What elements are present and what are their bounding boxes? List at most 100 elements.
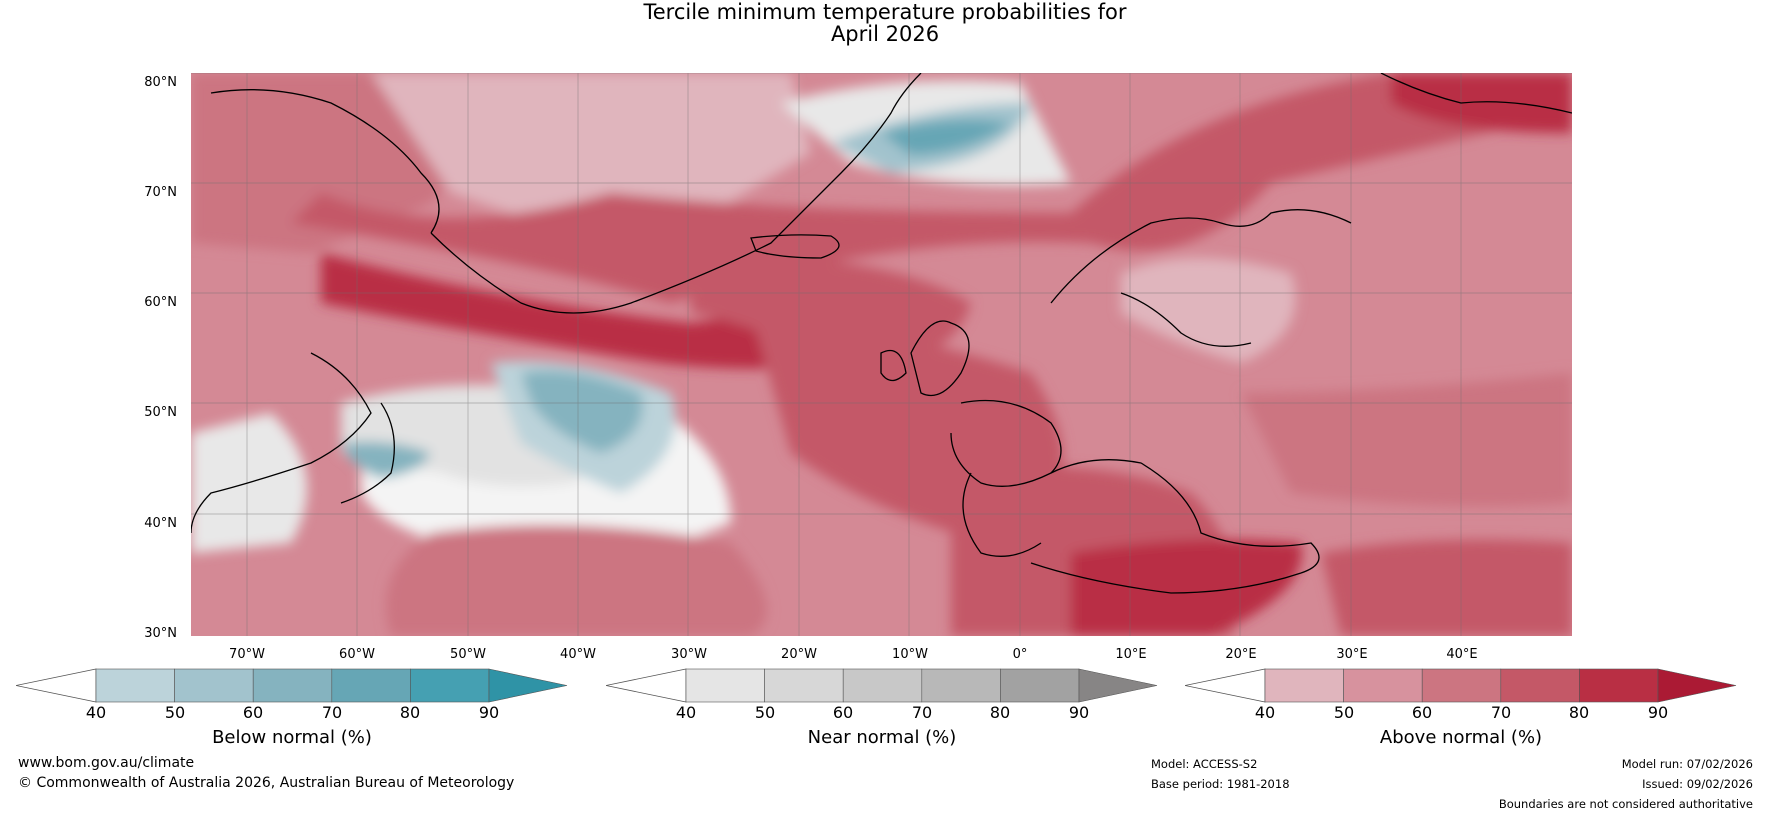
coast-arctic [1380, 73, 1572, 114]
colorbar-above-normal [1185, 668, 1737, 703]
cb-near-tick-80: 80 [989, 703, 1011, 722]
cb-below-label: Below normal (%) [212, 727, 372, 748]
colorbar-segment-40 [685, 668, 765, 703]
lon-label-30e: 30°E [1336, 647, 1368, 662]
coast-med-north [1050, 459, 1320, 574]
colorbar-segment-50 [174, 668, 254, 703]
colorbar-segment-70 [331, 668, 411, 703]
colorbar-low-extension [1185, 668, 1266, 703]
colorbar-segment-40 [95, 668, 175, 703]
chart-title-line1: Tercile minimum temperature probabilitie… [643, 0, 1127, 24]
cb-above-tick-70: 70 [1490, 703, 1512, 722]
colorbar-segment-60 [842, 668, 923, 703]
coast-iceland [750, 234, 840, 259]
colorbar-segment-70 [921, 668, 1001, 703]
cb-near-tick-50: 50 [754, 703, 776, 722]
chart-title-line2: April 2026 [830, 22, 940, 46]
region-eastern-europe [1241, 373, 1572, 507]
region-barents-strong [1391, 73, 1572, 133]
lon-label-40e: 40°E [1446, 647, 1478, 662]
coast-greenland [430, 73, 922, 314]
cb-near-label: Near normal (%) [807, 727, 957, 748]
footer-website[interactable]: www.bom.gov.au/climate [18, 755, 195, 771]
lon-label-50w: 50°W [450, 647, 486, 662]
lon-label-30w: 30°W [671, 647, 707, 662]
colorbar-below-normal [16, 668, 568, 703]
colorbar-segment-80 [1000, 668, 1080, 703]
colorbar-segment-40 [1264, 668, 1344, 703]
cb-above-tick-50: 50 [1333, 703, 1355, 722]
lat-label-60n: 60°N [144, 295, 177, 310]
coast-iberia-west [962, 472, 1042, 557]
region-scandinavia [1121, 258, 1296, 363]
cb-above-tick-40: 40 [1254, 703, 1276, 722]
footer-copyright: © Commonwealth of Australia 2026, Austra… [18, 775, 515, 791]
colorbar-near-normal [606, 668, 1158, 703]
graticule [191, 73, 1572, 636]
lon-label-0: 0° [1012, 647, 1028, 662]
lon-label-10e: 10°E [1115, 647, 1147, 662]
lon-label-20e: 20°E [1225, 647, 1257, 662]
lon-label-10w: 10°W [892, 647, 928, 662]
lon-label-20w: 20°W [781, 647, 817, 662]
region-north-atlantic-band [291, 73, 1572, 303]
colorbar-segment-50 [1343, 668, 1423, 703]
cb-below-tick-70: 70 [321, 703, 343, 722]
coast-labrador [191, 352, 372, 534]
cb-below-tick-40: 40 [85, 703, 107, 722]
region-middle-east [1321, 539, 1572, 636]
coast-baltic [1120, 292, 1252, 347]
colorbar-low-extension [606, 668, 687, 703]
cb-near-tick-60: 60 [832, 703, 854, 722]
region-labrador-below-strong [521, 370, 643, 453]
cb-above-tick-80: 80 [1568, 703, 1590, 722]
footer-model-run: Model run: 07/02/2026 [1621, 757, 1753, 771]
colorbar-segment-80 [410, 668, 490, 703]
cb-near-tick-40: 40 [675, 703, 697, 722]
region-greenland-interior [371, 73, 811, 233]
region-iceland-band [691, 253, 971, 365]
lon-label-60w: 60°W [339, 647, 375, 662]
lat-label-40n: 40°N [144, 516, 177, 531]
coast-ireland [880, 349, 907, 382]
lon-label-40w: 40°W [560, 647, 596, 662]
colorbar-segment-50 [764, 668, 844, 703]
cb-below-tick-60: 60 [242, 703, 264, 722]
colorbar-segment-60 [252, 668, 333, 703]
colorbar-segment-60 [1421, 668, 1502, 703]
cb-above-label: Above normal (%) [1379, 727, 1543, 748]
forecast-map [191, 73, 1572, 636]
coast-norway [1050, 209, 1352, 304]
coast-baffin [210, 89, 440, 234]
lat-label-50n: 50°N [144, 405, 177, 420]
colorbar-segment-70 [1500, 668, 1580, 703]
cb-near-tick-90: 90 [1068, 703, 1090, 722]
coast-britain [910, 320, 970, 397]
colorbar-high-extension [488, 668, 568, 703]
lon-label-70w: 70°W [229, 647, 265, 662]
region-newfoundland-below [341, 441, 431, 478]
footer-issued: Issued: 09/02/2026 [1642, 777, 1753, 791]
region-greenland-sea-below-strong [881, 119, 1011, 155]
cb-below-tick-50: 50 [164, 703, 186, 722]
footer-base-period: Base period: 1981-2018 [1151, 777, 1290, 791]
footer-disclaimer: Boundaries are not considered authoritat… [1498, 797, 1753, 811]
cb-above-tick-90: 90 [1647, 703, 1669, 722]
colorbar-high-extension [1078, 668, 1158, 703]
cb-below-tick-80: 80 [399, 703, 421, 722]
region-east-med-strong [1071, 539, 1302, 636]
footer-model: Model: ACCESS-S2 [1151, 757, 1258, 771]
colorbar-low-extension [16, 668, 97, 703]
lat-label-70n: 70°N [144, 185, 177, 200]
colorbar-segment-80 [1579, 668, 1659, 703]
colorbar-high-extension [1657, 668, 1737, 703]
coastlines [191, 73, 1572, 594]
lat-label-30n: 30°N [144, 626, 177, 641]
region-mid-atlantic [386, 525, 767, 636]
cb-below-tick-90: 90 [478, 703, 500, 722]
lat-label-80n: 80°N [144, 75, 177, 90]
coast-newfoundland [340, 402, 395, 504]
coast-north-africa [1030, 562, 1302, 594]
cb-near-tick-70: 70 [911, 703, 933, 722]
cb-above-tick-60: 60 [1411, 703, 1433, 722]
